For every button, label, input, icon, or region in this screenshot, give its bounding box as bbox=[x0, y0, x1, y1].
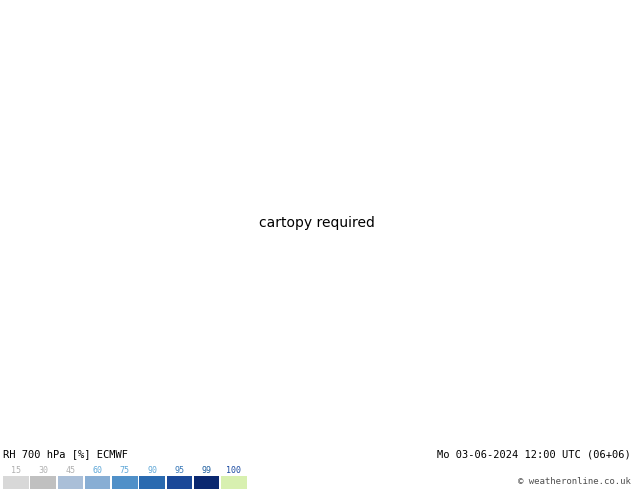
Bar bbox=[30, 476, 56, 489]
Text: 30: 30 bbox=[38, 466, 48, 474]
Text: © weatheronline.co.uk: © weatheronline.co.uk bbox=[518, 477, 631, 486]
Bar bbox=[85, 476, 110, 489]
Text: 95: 95 bbox=[174, 466, 184, 474]
Text: 15: 15 bbox=[11, 466, 21, 474]
Text: 45: 45 bbox=[65, 466, 75, 474]
Text: 60: 60 bbox=[93, 466, 103, 474]
Bar bbox=[58, 476, 83, 489]
Bar bbox=[3, 476, 29, 489]
Text: 90: 90 bbox=[147, 466, 157, 474]
Text: Mo 03-06-2024 12:00 UTC (06+06): Mo 03-06-2024 12:00 UTC (06+06) bbox=[437, 449, 631, 460]
Text: cartopy required: cartopy required bbox=[259, 216, 375, 230]
Bar bbox=[139, 476, 165, 489]
Text: RH 700 hPa [%] ECMWF: RH 700 hPa [%] ECMWF bbox=[3, 449, 128, 460]
Text: 99: 99 bbox=[202, 466, 212, 474]
Bar bbox=[112, 476, 138, 489]
Bar bbox=[167, 476, 192, 489]
Text: 75: 75 bbox=[120, 466, 130, 474]
Bar bbox=[221, 476, 247, 489]
Text: 100: 100 bbox=[226, 466, 242, 474]
Bar bbox=[194, 476, 219, 489]
